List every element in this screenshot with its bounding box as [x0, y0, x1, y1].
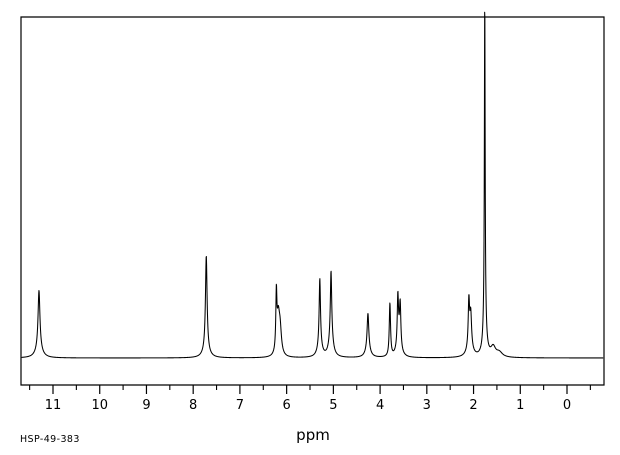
axis-tick-label: 2: [469, 398, 477, 413]
axis-tick-label: 5: [329, 398, 337, 413]
axis-tick-label: 1: [516, 398, 524, 413]
spectrum-trace: [21, 11, 604, 359]
sample-id-label: HSP-49-383: [20, 434, 80, 445]
axis-tick-label: 7: [236, 398, 244, 413]
plot-border: [20, 16, 605, 386]
axis-tick-label: 8: [189, 398, 197, 413]
axis-tick-label: 10: [91, 398, 108, 413]
axis-tick-label: 3: [423, 398, 431, 413]
plot-frame: [20, 16, 605, 386]
axis-tick-label: 4: [376, 398, 384, 413]
axis-tick-label: 0: [563, 398, 571, 413]
axis-tick-label: 6: [282, 398, 290, 413]
axis-tick-marks: [29, 385, 591, 394]
axis-tick-label: 9: [142, 398, 150, 413]
axis-title-ppm: ppm: [296, 426, 330, 444]
axis-tick-labels: 11 10 9 8 7 6 5 4 3 2 1 0: [45, 398, 571, 413]
axis-tick-label: 11: [45, 398, 62, 413]
